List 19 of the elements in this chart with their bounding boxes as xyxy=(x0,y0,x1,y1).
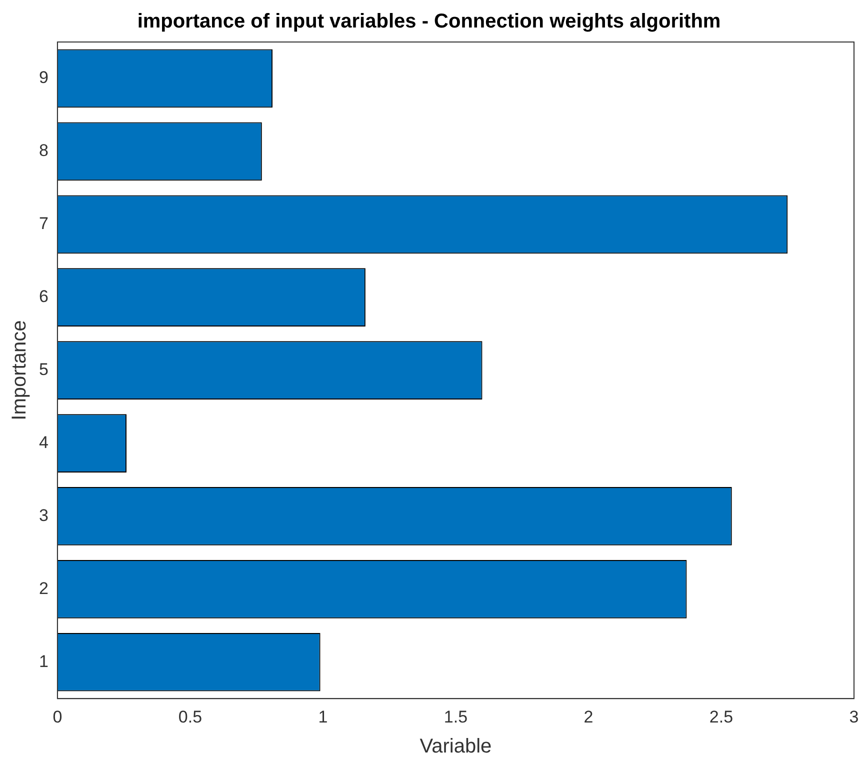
y-tick-label: 9 xyxy=(38,68,48,88)
y-tick-label: 4 xyxy=(38,432,48,452)
y-tick-label: 7 xyxy=(38,214,48,234)
x-tick-label: 0 xyxy=(52,707,62,726)
y-tick-label: 2 xyxy=(38,578,48,598)
x-tick-label: 0.5 xyxy=(178,707,202,726)
x-tick-label: 1.5 xyxy=(444,707,468,726)
chart-title: importance of input variables - Connection weights algorithm xyxy=(137,10,721,33)
y-tick-label: 5 xyxy=(38,360,48,379)
y-axis-title: Importance xyxy=(8,320,31,420)
x-tick-label: 3 xyxy=(849,707,859,726)
y-tick-label: 8 xyxy=(38,141,48,160)
x-tick-label: 1 xyxy=(318,707,328,726)
y-tick-label: 6 xyxy=(38,287,48,306)
x-tick-label: 2.5 xyxy=(709,707,734,726)
x-axis-title: Variable xyxy=(420,736,492,758)
x-tick-label: 2 xyxy=(584,707,594,726)
y-tick-label: 3 xyxy=(38,506,48,525)
y-tick-label: 1 xyxy=(38,652,48,671)
